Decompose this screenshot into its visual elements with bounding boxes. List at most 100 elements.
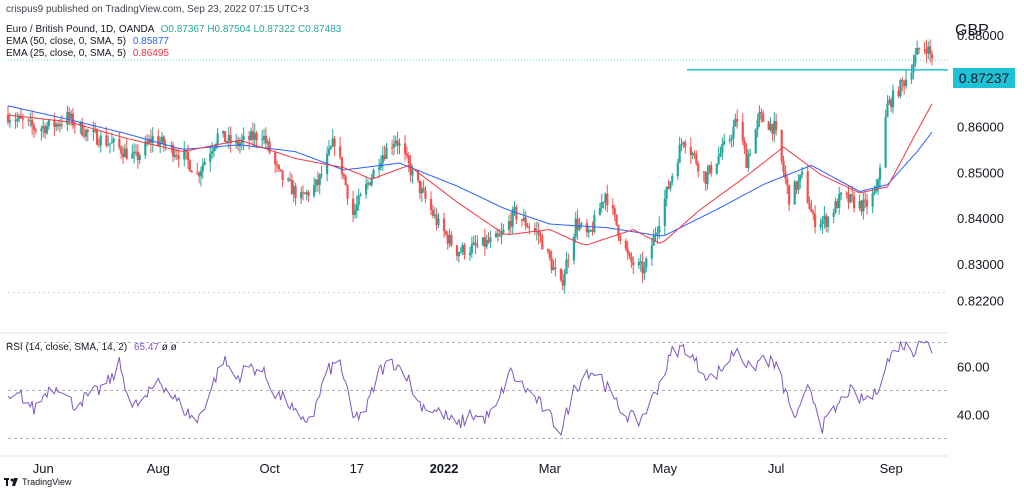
ema25-legend: EMA (25, close, 0, SMA, 5) 0.86495 [6, 48, 169, 59]
candle-body [281, 170, 284, 181]
candle-body [305, 192, 308, 195]
candle-body [210, 151, 214, 154]
candle-body [216, 133, 219, 145]
tradingview-brand: TradingView [4, 477, 72, 487]
candle-body [344, 176, 347, 186]
candle-body [890, 99, 893, 108]
candle-body [650, 245, 653, 259]
ema50-value: 0.85877 [132, 36, 169, 47]
candle-body [548, 251, 551, 259]
candle-body [812, 212, 815, 215]
time-tick-label: Aug [147, 461, 170, 476]
candle-body [405, 153, 409, 156]
candle-body [66, 111, 69, 125]
candle-body [383, 155, 386, 159]
candle-body [416, 169, 420, 181]
candle-body [396, 140, 399, 146]
candle-body [572, 236, 576, 261]
candle-body [658, 226, 661, 233]
candle-body [409, 163, 412, 176]
candle-body [429, 198, 433, 210]
candle-body [736, 119, 739, 122]
candle-body [481, 237, 485, 246]
candle-body [771, 124, 774, 134]
candle-body [251, 131, 255, 140]
time-tick-label: May [653, 461, 678, 476]
symbol-name: Euro / British Pound, 1D, OANDA [6, 24, 154, 35]
candle-body [14, 120, 17, 122]
price-tick-label: 0.88000 [957, 28, 1004, 43]
price-tick-label: 0.84000 [957, 211, 1004, 226]
candle-body [639, 261, 642, 263]
candle-body [110, 141, 114, 144]
candle-body [40, 128, 43, 132]
candle-body [390, 147, 394, 149]
candle-body [68, 111, 71, 119]
candle-body [403, 143, 407, 154]
candle-body [196, 172, 199, 174]
candle-body [342, 174, 345, 177]
candle-body [459, 251, 462, 253]
candle-body [151, 135, 154, 143]
candle-body [32, 125, 36, 130]
candle-body [669, 181, 672, 189]
candle-body [602, 202, 605, 204]
ema25-value: 0.86495 [132, 48, 169, 59]
candle-body [199, 171, 203, 177]
candle-body [294, 186, 297, 199]
candle-body [242, 135, 245, 140]
candle-body [240, 139, 243, 144]
candle-body [274, 152, 277, 165]
candle-body [498, 235, 501, 237]
candle-body [533, 228, 537, 231]
candle-body [793, 181, 796, 205]
candle-body [728, 139, 731, 141]
candle-body [730, 138, 733, 140]
candle-body [801, 171, 804, 175]
candle-body [852, 196, 856, 209]
candle-body [717, 156, 720, 164]
candle-body [370, 177, 373, 186]
candle-body [225, 141, 229, 143]
candle-body [645, 258, 648, 268]
candle-body [825, 215, 828, 227]
candle-body [16, 118, 19, 122]
candle-body [290, 180, 293, 195]
candle-body [554, 267, 557, 269]
candle-body [704, 172, 707, 184]
candle-body [118, 138, 121, 148]
candle-body [275, 164, 279, 166]
candle-body [606, 193, 609, 206]
candle-body [300, 192, 303, 199]
candle-body [682, 142, 685, 145]
candle-body [320, 174, 323, 176]
candle-body [448, 235, 451, 244]
candle-body [680, 144, 683, 146]
candle-body [364, 183, 368, 195]
candle-body [377, 167, 381, 170]
candle-body [927, 46, 930, 54]
candle-body [316, 179, 319, 186]
candle-body [261, 139, 264, 141]
candle-body [849, 194, 852, 203]
candle-body [303, 193, 306, 195]
candle-body [782, 160, 785, 172]
candle-body [689, 147, 692, 156]
candle-body [806, 171, 809, 203]
candle-body [873, 191, 876, 194]
candle-body [524, 217, 527, 226]
candle-body [630, 256, 633, 263]
candle-body [420, 187, 423, 194]
candle-body [891, 90, 895, 108]
candle-body [754, 129, 757, 154]
candle-body [359, 194, 362, 197]
candle-body [442, 218, 446, 232]
candle-body [546, 249, 550, 252]
candle-body [877, 179, 880, 187]
candle-body [474, 242, 477, 246]
candle-body [721, 144, 724, 154]
candle-body [914, 54, 917, 64]
candle-body [301, 192, 305, 194]
candle-body [255, 133, 258, 141]
candle-body [173, 155, 177, 157]
